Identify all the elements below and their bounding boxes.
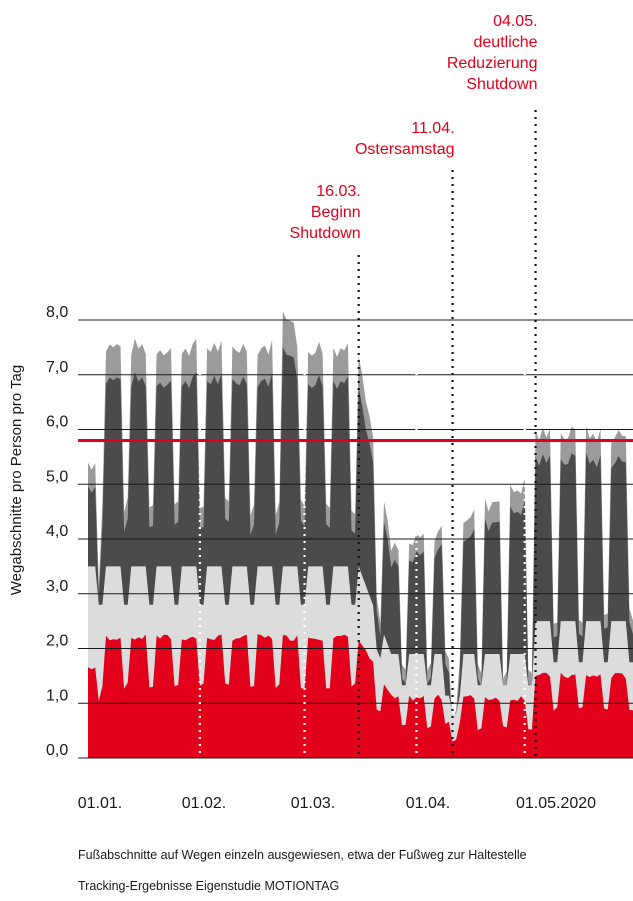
event-annotation-line: 16.03. (316, 183, 360, 200)
y-tick-label: 4,0 (46, 523, 68, 540)
y-tick-label: 5,0 (46, 468, 68, 485)
event-annotation-line: Shutdown (466, 76, 537, 93)
stacked-areas (88, 311, 633, 758)
y-tick-label: 2,0 (46, 633, 68, 650)
y-tick-label: 0,0 (46, 742, 68, 759)
y-tick-labels: 0,0 1,0 2,0 3,0 4,0 5,0 6,0 7,0 8,0 (46, 304, 68, 759)
footnote-walking: Fußabschnitte auf Wegen einzeln ausgewie… (78, 848, 527, 862)
y-tick-label: 3,0 (46, 578, 68, 595)
gridlines (78, 319, 633, 759)
y-tick-label: 6,0 (46, 414, 68, 431)
event-annotations: 16.03. Beginn Shutdown 11.04. Ostersamstag 04… (290, 13, 538, 242)
event-annotation-line: Ostersamstag (355, 141, 455, 158)
event-annotation-line: deutliche (474, 34, 538, 51)
x-tick-label: 01.04. (406, 795, 450, 812)
footnote-source: Tracking-Ergebnisse Eigenstudie MOTIONTA… (78, 879, 340, 893)
event-annotation-line: Beginn (311, 204, 361, 221)
x-tick-label: 01.03. (291, 795, 335, 812)
y-axis-label: Wegabschnitte pro Person pro Tag (8, 365, 25, 595)
series-area-red (88, 634, 633, 758)
event-markers (198, 110, 537, 758)
x-tick-labels: 01.01. 01.02. 01.03. 01.04. 01.05.2020 (78, 795, 596, 812)
y-tick-label: 1,0 (46, 687, 68, 704)
y-tick-label: 8,0 (46, 304, 68, 321)
event-annotation: 11.04. Ostersamstag (355, 120, 455, 158)
event-annotation-line: Shutdown (290, 225, 361, 242)
event-annotation-line: 11.04. (411, 120, 454, 137)
y-tick-label: 7,0 (46, 359, 68, 376)
event-annotation-line: Reduzierung (447, 55, 538, 72)
x-tick-label: 01.01. (78, 795, 122, 812)
x-tick-label: 01.05.2020 (516, 795, 596, 812)
event-annotation-line: 04.05. (493, 13, 537, 30)
event-annotation: 04.05. deutliche Reduzierung Shutdown (447, 13, 538, 93)
event-annotation: 16.03. Beginn Shutdown (290, 183, 361, 242)
x-tick-label: 01.02. (182, 795, 226, 812)
